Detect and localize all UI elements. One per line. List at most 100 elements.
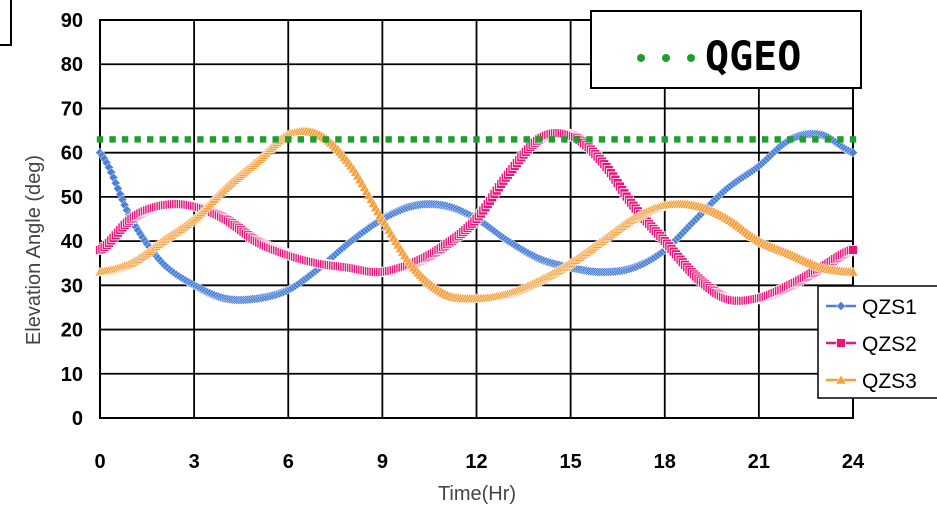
qgeo-point (674, 136, 681, 143)
qgeo-point (536, 136, 543, 143)
legend-entry-qzs3: QZS3 (826, 370, 917, 393)
qgeo-point (711, 136, 719, 143)
qgeo-point (460, 136, 468, 143)
qgeo-legend: QGEO (590, 10, 862, 89)
qgeo-point (96, 136, 104, 143)
qgeo-point (372, 136, 380, 143)
qgeo-point (636, 136, 643, 143)
qgeo-point (209, 136, 217, 143)
series-qzs2 (95, 128, 858, 306)
qgeo-point (561, 136, 568, 143)
qgeo-point (360, 136, 367, 143)
qgeo-point (297, 136, 304, 143)
qgeo-point (523, 136, 530, 143)
qgeo-point (623, 136, 631, 143)
qzs2-point (848, 245, 858, 255)
qgeo-point (812, 136, 819, 143)
qgeo-point (222, 136, 229, 143)
qgeo-point (347, 136, 355, 143)
qgeo-point (837, 136, 844, 143)
x-axis-title: Time(Hr) (438, 483, 516, 505)
qgeo-point (121, 136, 129, 143)
qgeo-legend-dot (687, 54, 695, 62)
y-tick-label: 90 (61, 10, 83, 32)
y-tick-label: 70 (61, 98, 83, 120)
qgeo-point (510, 136, 518, 143)
qgeo-point (448, 136, 455, 143)
legend-swatch-marker (836, 338, 846, 348)
qgeo-point (197, 136, 204, 143)
qgeo-point (473, 136, 480, 143)
series-legend: QZS1 QZS2 QZS3 (817, 285, 937, 399)
qgeo-point (849, 136, 857, 143)
qgeo-point (247, 136, 254, 143)
ticks: 0 10 20 30 40 50 60 70 80 90 0 3 6 9 12 15 18 21 24 (61, 10, 865, 473)
qgeo-point (172, 136, 179, 143)
qgeo-point (824, 136, 832, 143)
qgeo-point (699, 136, 706, 143)
qgeo-point (234, 136, 242, 143)
series-qgeo (96, 136, 857, 143)
x-tick-label: 12 (465, 451, 487, 473)
qgeo-point (761, 136, 769, 143)
qgeo-point (611, 136, 618, 143)
x-tick-label: 6 (283, 451, 294, 473)
qgeo-point (385, 136, 392, 143)
qzs1-point (848, 147, 858, 158)
y-tick-label: 10 (61, 364, 83, 386)
qgeo-legend-box (590, 10, 862, 89)
qgeo-point (774, 136, 781, 143)
qgeo-point (724, 136, 731, 143)
x-tick-label: 15 (560, 451, 582, 473)
y-tick-label: 20 (61, 320, 83, 342)
legend-swatch-marker (836, 301, 846, 311)
qgeo-legend-dot (662, 54, 670, 62)
qgeo-point (335, 136, 342, 143)
y-tick-label: 60 (61, 143, 83, 165)
y-tick-label: 50 (61, 187, 83, 209)
x-tick-label: 3 (189, 451, 200, 473)
x-tick-label: 18 (654, 451, 676, 473)
qgeo-point (435, 136, 443, 143)
y-tick-label: 40 (61, 231, 83, 253)
qgeo-point (147, 136, 154, 143)
qgeo-point (649, 136, 656, 143)
qgeo-point (686, 136, 694, 143)
qgeo-point (787, 136, 794, 143)
qgeo-point (322, 136, 330, 143)
qgeo-point (410, 136, 417, 143)
x-tick-label: 0 (94, 451, 105, 473)
series-qzs1 (95, 129, 858, 305)
qgeo-point (159, 136, 166, 143)
qgeo-legend-label: QGEO (705, 34, 801, 80)
qgeo-point (423, 136, 430, 143)
x-tick-label: 24 (842, 451, 865, 473)
x-tick-label: 21 (748, 451, 770, 473)
qgeo-legend-dot (637, 54, 645, 62)
qgeo-point (109, 136, 116, 143)
y-axis-title: Elevation Angle (deg) (23, 155, 45, 345)
legend-label: QZS2 (862, 333, 917, 356)
y-tick-label: 80 (61, 54, 83, 76)
qgeo-point (598, 136, 606, 143)
series-qzs3 (94, 125, 859, 303)
qgeo-point (485, 136, 493, 143)
y-tick-label: 0 (72, 408, 83, 430)
qgeo-point (259, 136, 267, 143)
qgeo-point (285, 136, 292, 143)
qgeo-point (661, 136, 668, 143)
legend-entry-qzs2: QZS2 (826, 333, 917, 356)
partial-frame-top-left (0, 0, 12, 46)
qgeo-point (184, 136, 192, 143)
qgeo-point (548, 136, 555, 143)
legend-label: QZS3 (862, 370, 917, 393)
qgeo-point (272, 136, 279, 143)
qgeo-point (573, 136, 581, 143)
qgeo-point (310, 136, 317, 143)
series-layer (94, 125, 859, 306)
plot-border (99, 19, 854, 419)
legend-swatch-marker (835, 374, 847, 385)
qgeo-point (134, 136, 141, 143)
qgeo-point (498, 136, 505, 143)
